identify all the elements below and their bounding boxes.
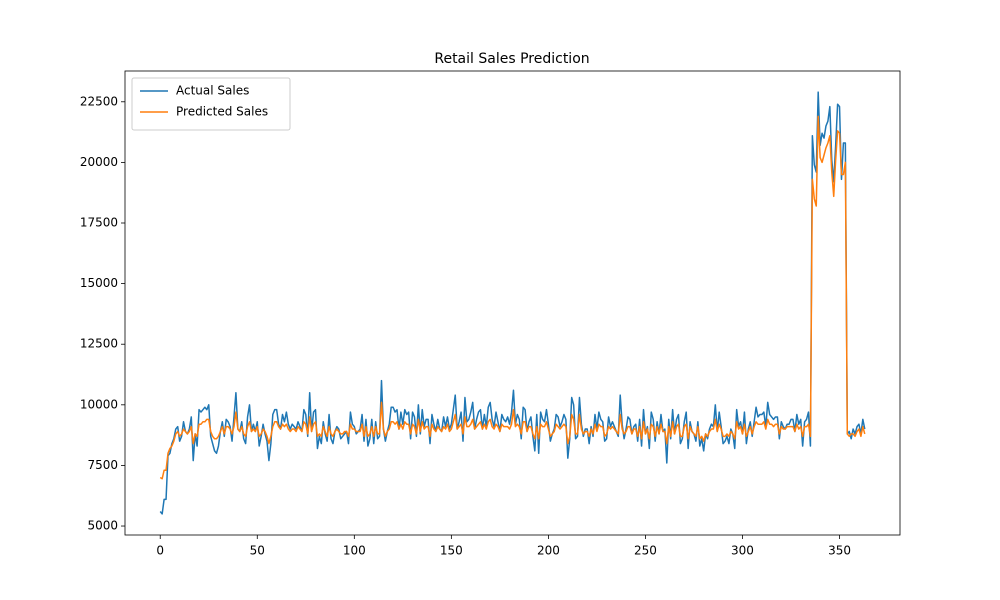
legend-box (131, 77, 291, 131)
y-tick-label: 10000 (80, 397, 118, 411)
x-tick-label: 100 (343, 544, 366, 558)
x-tick-label: 50 (250, 544, 265, 558)
y-tick-label: 22500 (80, 94, 118, 108)
x-tick-label: 150 (440, 544, 463, 558)
x-tick-label: 200 (537, 544, 560, 558)
series-line (159, 115, 866, 480)
x-tick-label: 0 (156, 544, 164, 558)
legend: Actual Sales Predicted Sales (131, 77, 291, 131)
y-tick-label: 7500 (87, 458, 118, 472)
y-tick-label: 15000 (80, 276, 118, 290)
series-line (159, 91, 866, 515)
y-tick-label: 17500 (80, 216, 118, 230)
x-tick-label: 350 (828, 544, 851, 558)
x-tick-label: 250 (634, 544, 657, 558)
chart-title: Retail Sales Prediction (434, 51, 589, 67)
plot-frame (124, 70, 901, 536)
y-tick-label: 5000 (87, 519, 118, 533)
y-tick-label: 20000 (80, 155, 118, 169)
legend-label: Actual Sales (176, 84, 249, 98)
y-tick-label: 12500 (80, 337, 118, 351)
x-tick-label: 300 (731, 544, 754, 558)
legend-label: Predicted Sales (176, 105, 268, 119)
